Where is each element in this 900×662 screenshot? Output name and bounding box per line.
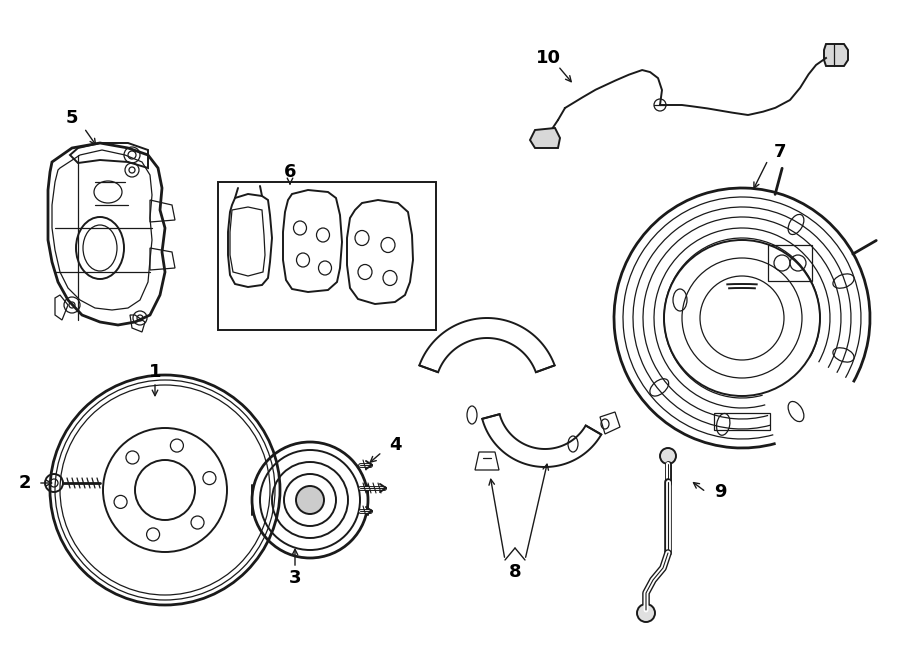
Text: 1: 1 xyxy=(148,363,161,381)
Circle shape xyxy=(660,448,676,464)
Text: 8: 8 xyxy=(508,563,521,581)
Circle shape xyxy=(637,604,655,622)
Bar xyxy=(218,182,436,330)
Polygon shape xyxy=(824,44,848,66)
Polygon shape xyxy=(530,128,560,148)
Text: 7: 7 xyxy=(774,143,787,161)
Text: 5: 5 xyxy=(66,109,78,127)
Text: 9: 9 xyxy=(714,483,726,501)
Text: 2: 2 xyxy=(19,474,32,492)
Text: 4: 4 xyxy=(389,436,401,454)
Text: 6: 6 xyxy=(284,163,296,181)
Text: 3: 3 xyxy=(289,569,302,587)
Text: 10: 10 xyxy=(536,49,561,67)
Circle shape xyxy=(296,486,324,514)
